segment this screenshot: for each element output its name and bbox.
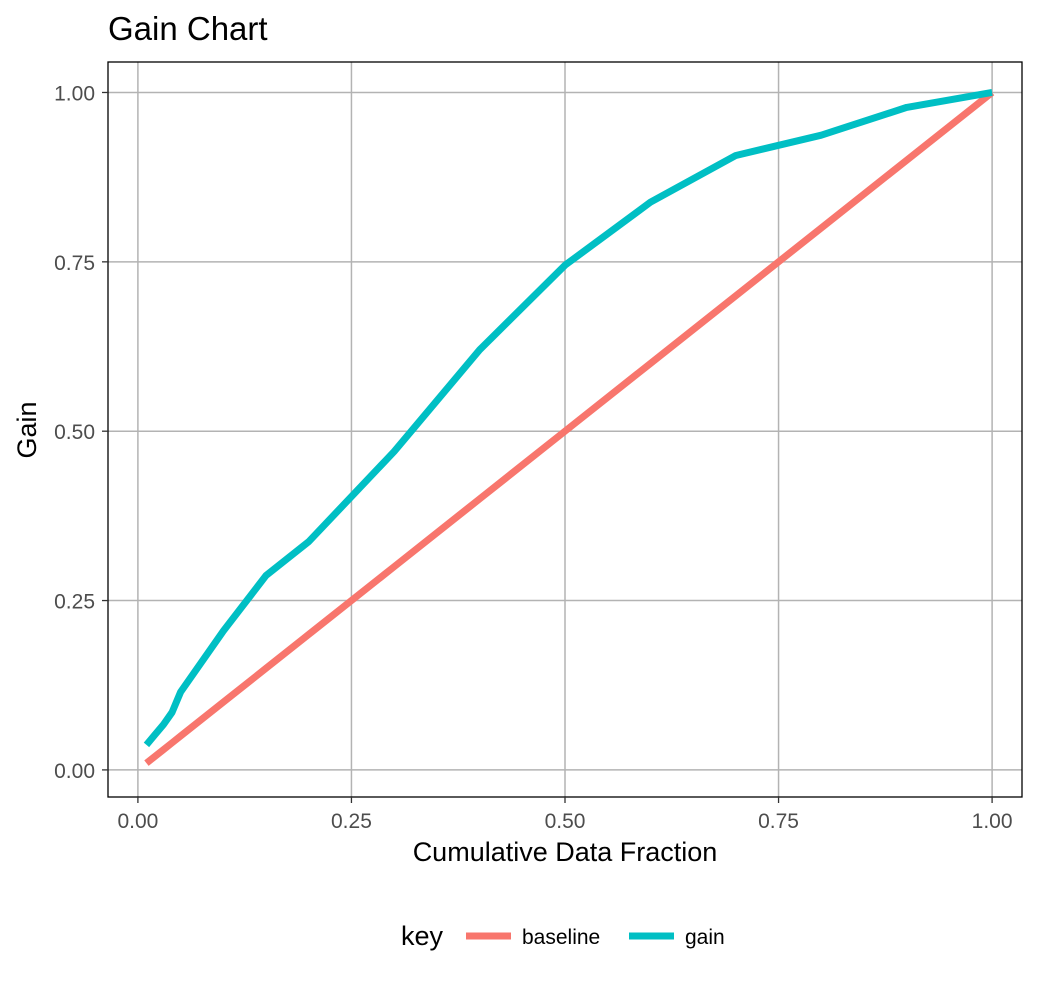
series-line-gain — [143, 89, 993, 748]
y-tick-label-4: 1.00 — [54, 82, 95, 105]
y-tick-label-1: 0.25 — [54, 591, 95, 614]
legend-label-baseline: baseline — [522, 926, 600, 949]
y-axis-title: Gain — [12, 401, 42, 458]
y-tick-label-0: 0.00 — [54, 760, 95, 783]
series-lines — [143, 89, 995, 766]
y-tick-label-3: 0.75 — [54, 252, 95, 275]
axis-ticks: 0.00 0.25 0.50 0.75 1.00 0.00 0.25 0.50 0.75 1.00 — [54, 82, 1012, 833]
chart-title: Gain Chart — [108, 10, 268, 47]
legend-title: key — [401, 921, 444, 951]
legend-label-gain: gain — [685, 926, 725, 949]
x-tick-label-2: 0.50 — [545, 810, 586, 833]
y-tick-label-2: 0.50 — [54, 421, 95, 444]
legend: key baseline gain — [401, 921, 725, 951]
x-tick-label-0: 0.00 — [117, 810, 158, 833]
x-tick-label-3: 0.75 — [758, 810, 799, 833]
x-tick-label-4: 1.00 — [972, 810, 1013, 833]
series-line-baseline — [144, 89, 995, 766]
x-tick-label-1: 0.25 — [331, 810, 372, 833]
x-axis-title: Cumulative Data Fraction — [413, 837, 718, 867]
